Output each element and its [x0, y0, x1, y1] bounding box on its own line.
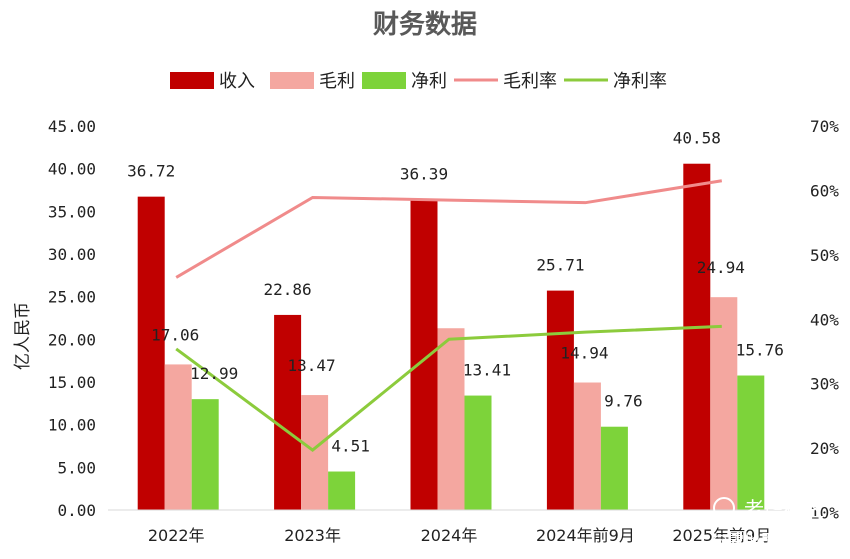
bar-净利: [328, 471, 356, 510]
bar-净利: [600, 426, 628, 510]
bar-净利: [191, 399, 219, 510]
data-label-收入: 25.71: [536, 256, 584, 275]
data-label-毛利: 24.94: [697, 258, 745, 277]
bar-收入: [274, 314, 302, 510]
y2-tick-label: 60%: [810, 181, 839, 200]
data-labels: 36.72 22.86 36.39 25.71 40.58 17.06 13.47 14.94…: [127, 129, 784, 456]
legend-label-净利率: 净利率: [613, 71, 667, 92]
legend-swatch-净利: [362, 72, 406, 89]
bar-收入: [137, 196, 165, 510]
watermark: 老虎社区 @雪地里的小熊猫: [712, 497, 840, 550]
data-label-毛利: 13.47: [288, 356, 336, 375]
data-label-收入: 36.72: [127, 162, 175, 181]
y2-tick-label: 30%: [810, 375, 839, 394]
bar-净利: [737, 375, 765, 510]
y-axis-left: 0.00 5.00 10.00 15.00 20.00 25.00 30.00 35.00 40…: [48, 117, 96, 520]
x-tick-label: 2024年前9月: [536, 526, 635, 545]
y2-tick-label: 10%: [810, 504, 839, 523]
data-label-毛利: 17.06: [151, 325, 199, 344]
legend-label-毛利率: 毛利率: [503, 71, 557, 92]
legend-label-净利: 净利: [411, 71, 447, 92]
y2-tick-label: 40%: [810, 310, 839, 329]
data-label-收入: 22.86: [264, 280, 312, 299]
bar-毛利: [710, 297, 738, 510]
watermark-logo-icon: [713, 497, 735, 519]
bar-收入: [683, 163, 711, 510]
x-tick-label: 2024年: [421, 526, 478, 545]
legend-label-收入: 收入: [219, 71, 255, 92]
y-tick-label: 0.00: [57, 501, 96, 520]
legend-swatch-收入: [170, 72, 214, 89]
y-tick-label: 45.00: [48, 117, 96, 136]
y-tick-label: 35.00: [48, 202, 96, 221]
y2-tick-label: 20%: [810, 439, 839, 458]
legend: 收入 毛利 净利 毛利率 净利率: [170, 71, 667, 92]
y-tick-label: 10.00: [48, 416, 96, 435]
line-毛利率: [175, 179, 723, 279]
data-label-收入: 40.58: [673, 129, 721, 148]
y2-tick-label: 70%: [810, 117, 839, 136]
y-tick-label: 15.00: [48, 373, 96, 392]
legend-label-毛利: 毛利: [319, 71, 355, 92]
data-label-净利: 15.76: [736, 341, 784, 360]
bar-毛利: [301, 395, 329, 510]
x-tick-label: 2023年: [284, 526, 341, 545]
watermark-handle: @雪地里的小熊猫: [712, 531, 840, 550]
x-tick-label: 2022年: [148, 526, 205, 545]
bar-收入: [546, 290, 574, 510]
data-label-净利: 12.99: [190, 364, 238, 383]
bar-收入: [410, 199, 438, 511]
y-tick-label: 5.00: [57, 458, 96, 477]
data-label-收入: 36.39: [400, 164, 448, 183]
watermark-brand: 老虎社区: [744, 497, 824, 521]
y-axis-label: 亿人民币: [13, 302, 33, 370]
data-label-净利: 4.51: [331, 437, 370, 456]
bars: [137, 163, 765, 511]
y-tick-label: 40.00: [48, 160, 96, 179]
x-axis: 2022年 2023年 2024年 2024年前9月 2025年前9月: [108, 509, 790, 545]
y-axis-right: 10% 20% 30% 40% 50% 60% 70%: [810, 117, 839, 523]
chart-title: 财务数据: [372, 10, 477, 40]
data-label-净利: 9.76: [604, 392, 643, 411]
bar-毛利: [164, 364, 192, 510]
x-tick-label: 2025年前9月: [672, 526, 771, 545]
data-label-毛利: 14.94: [560, 344, 608, 363]
bar-毛利: [437, 328, 465, 510]
y2-tick-label: 50%: [810, 246, 839, 265]
y-tick-label: 30.00: [48, 245, 96, 264]
lines: [175, 179, 723, 452]
bar-净利: [464, 395, 492, 510]
line-净利率: [175, 324, 722, 452]
data-label-净利: 13.41: [463, 361, 511, 380]
bar-毛利: [573, 382, 601, 510]
y-tick-label: 25.00: [48, 288, 96, 307]
legend-swatch-毛利: [270, 72, 314, 89]
y-tick-label: 20.00: [48, 330, 96, 349]
